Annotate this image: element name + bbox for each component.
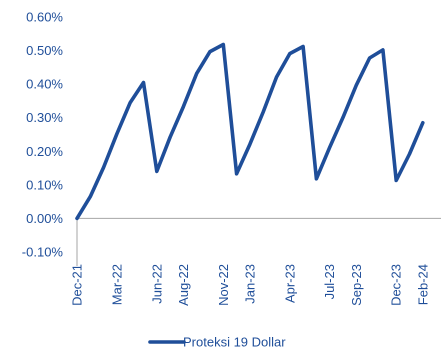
series-point (288, 52, 291, 55)
x-tick-label: Dec-23 (389, 264, 404, 306)
series-point (102, 166, 105, 169)
series-point (421, 121, 424, 125)
y-tick-label: 0.60% (26, 10, 63, 25)
x-tick-label: Nov-22 (216, 264, 231, 306)
x-tick-label: Jun-22 (149, 264, 164, 304)
series-point (275, 75, 278, 79)
axes (76, 217, 441, 266)
series-point (381, 48, 385, 52)
series-point (235, 172, 238, 175)
series-line-proteksi-19-dollar (75, 42, 425, 221)
series-point (262, 110, 265, 114)
x-axis-tick-labels: Dec-21 Mar-22 Jun-22 Aug-22 Nov-22 Jan-23 Apr-… (70, 264, 431, 306)
series-point (115, 132, 119, 135)
series-point (222, 43, 225, 46)
series-point (195, 72, 198, 75)
series-point (182, 105, 185, 108)
x-tick-label: Dec-21 (70, 264, 85, 306)
series-point (168, 136, 172, 139)
series-point (208, 50, 212, 53)
series-point (355, 84, 358, 87)
legend-label: Proteksi 19 Dollar (183, 335, 286, 350)
series-point (395, 179, 398, 182)
series-point (89, 195, 92, 198)
series-point (129, 101, 132, 104)
series-point (315, 177, 318, 180)
series-point (142, 81, 145, 84)
series-point (301, 45, 305, 48)
y-tick-label: 0.30% (26, 110, 63, 125)
series-point (328, 146, 331, 149)
series-point (408, 152, 411, 156)
x-tick-label: Aug-22 (176, 264, 191, 306)
y-tick-label: 0.40% (26, 77, 63, 92)
series-point (368, 56, 371, 60)
y-tick-label: 0.20% (26, 144, 63, 159)
x-tick-label: Feb-24 (415, 264, 430, 305)
x-tick-label: Mar-22 (109, 264, 124, 305)
x-tick-label: Apr-23 (282, 264, 297, 303)
series-point (75, 217, 79, 220)
y-axis-tick-labels: 0.60% 0.50% 0.40% 0.30% 0.20% 0.10% 0.00% -0.10… (22, 10, 64, 260)
y-tick-label: 0.00% (26, 211, 63, 226)
series-group (75, 42, 425, 221)
y-tick-label: -0.10% (22, 245, 64, 260)
legend: Proteksi 19 Dollar (148, 335, 286, 350)
y-tick-label: 0.10% (26, 177, 63, 192)
y-tick-label: 0.50% (26, 43, 63, 58)
x-tick-label: Sep-23 (349, 264, 364, 306)
series-point (341, 116, 345, 119)
x-tick-label: Jan-23 (242, 264, 257, 304)
series-point (248, 143, 252, 146)
x-tick-label: Jul-23 (322, 264, 337, 299)
series-point (155, 170, 158, 173)
